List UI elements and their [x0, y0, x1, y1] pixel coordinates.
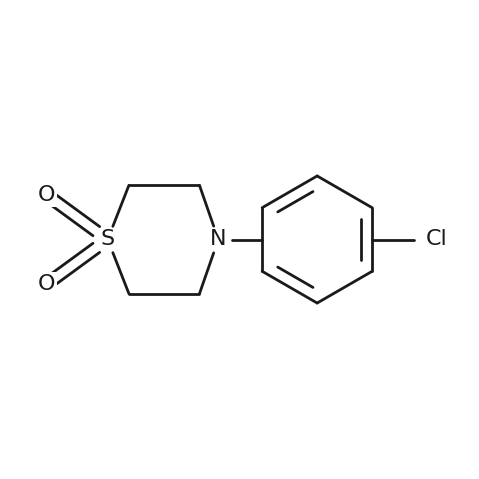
Text: Cl: Cl [425, 229, 447, 250]
Text: S: S [101, 229, 115, 250]
Text: O: O [38, 185, 55, 205]
Text: O: O [38, 274, 55, 294]
Text: N: N [210, 229, 227, 250]
